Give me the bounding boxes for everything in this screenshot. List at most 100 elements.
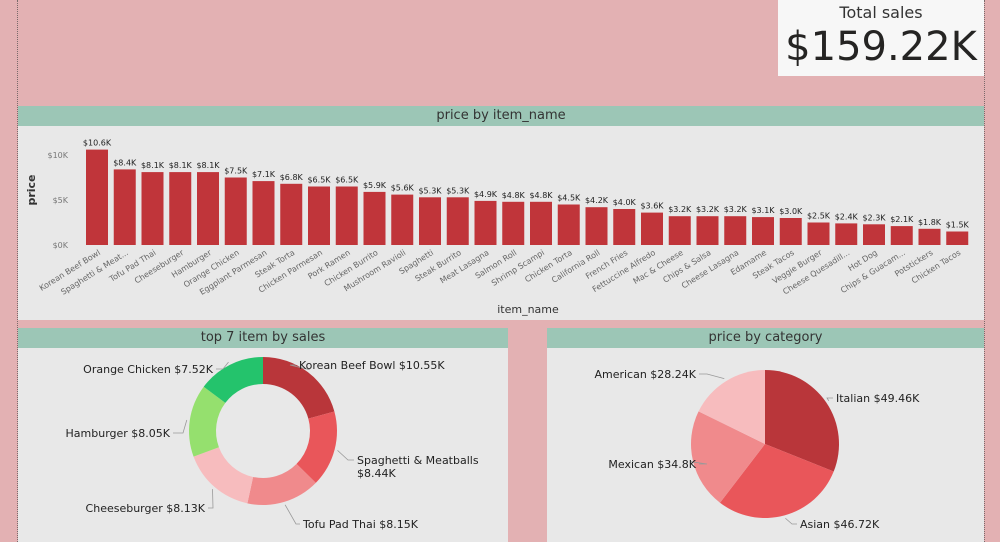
bar-chart[interactable]: price item_name $0K $5K $10K $10.6KKorean … bbox=[18, 106, 984, 320]
bar[interactable] bbox=[585, 207, 608, 245]
bar[interactable] bbox=[502, 201, 525, 245]
bar-value-label: $6.5K bbox=[307, 176, 331, 185]
bar[interactable] bbox=[308, 186, 330, 246]
bar[interactable] bbox=[363, 191, 386, 245]
pie-slice[interactable] bbox=[189, 386, 226, 457]
pie-slice[interactable] bbox=[296, 411, 338, 483]
pie-slice[interactable] bbox=[263, 357, 335, 419]
bar[interactable] bbox=[918, 228, 941, 245]
y-tick-label: $0K bbox=[53, 241, 69, 250]
bar[interactable] bbox=[724, 216, 747, 245]
bar[interactable] bbox=[668, 216, 691, 245]
bar[interactable] bbox=[613, 209, 636, 245]
x-tick-label: Chicken Tacos bbox=[910, 248, 962, 285]
pie-chart-title: price by category bbox=[547, 328, 984, 348]
leader-line bbox=[173, 419, 188, 434]
bar-value-label: $2.5K bbox=[807, 212, 831, 221]
bar[interactable] bbox=[280, 183, 303, 245]
bar[interactable] bbox=[113, 169, 136, 245]
y-axis-ticks: $0K $5K $10K bbox=[47, 151, 68, 250]
bar[interactable] bbox=[86, 149, 108, 245]
slice-label: Tofu Pad Thai $8.15K bbox=[302, 518, 419, 531]
bar-value-label: $3.0K bbox=[779, 207, 803, 216]
bar[interactable] bbox=[779, 218, 802, 245]
bar-value-label: $7.1K bbox=[252, 170, 276, 179]
bar[interactable] bbox=[224, 177, 247, 246]
bar[interactable] bbox=[835, 223, 858, 245]
bar[interactable] bbox=[474, 200, 497, 245]
slice-label: American $28.24K bbox=[594, 368, 696, 381]
y-tick-label: $5K bbox=[53, 196, 69, 205]
bar-value-label: $3.2K bbox=[724, 205, 748, 214]
pie-slice[interactable] bbox=[765, 370, 839, 472]
pie-chart[interactable]: Italian $49.46K Asian $46.72K Mexican $34.… bbox=[547, 328, 984, 542]
left-guide-line bbox=[17, 0, 18, 542]
bar[interactable] bbox=[141, 172, 164, 245]
pie-slice[interactable] bbox=[247, 463, 316, 505]
leader-line bbox=[689, 461, 708, 465]
slice-label: $8.44K bbox=[357, 467, 396, 480]
bar[interactable] bbox=[890, 226, 913, 245]
bar[interactable] bbox=[946, 231, 969, 246]
pie-chart-panel[interactable]: price by category Italian $49.46K Asian $… bbox=[547, 328, 984, 542]
pie-slice[interactable] bbox=[193, 447, 254, 504]
slice-label: Cheeseburger $8.13K bbox=[86, 502, 206, 515]
bar-value-label: $7.5K bbox=[224, 167, 248, 176]
x-axis-title: item_name bbox=[497, 303, 559, 316]
bar[interactable] bbox=[419, 197, 441, 245]
slice-label: Mexican $34.8K bbox=[608, 458, 696, 471]
bar-value-label: $4.8K bbox=[529, 191, 553, 200]
bar-value-label: $4.2K bbox=[585, 196, 609, 205]
bar[interactable] bbox=[752, 217, 774, 245]
bar[interactable] bbox=[641, 212, 663, 245]
leader-line bbox=[785, 517, 797, 525]
bar-value-label: $8.1K bbox=[196, 161, 220, 170]
total-sales-card[interactable]: Total sales $159.22K bbox=[778, 0, 984, 76]
bar-value-label: $2.3K bbox=[862, 213, 886, 222]
bar[interactable] bbox=[197, 172, 219, 245]
bar-value-label: $5.3K bbox=[418, 186, 442, 195]
bar-value-label: $3.2K bbox=[668, 205, 692, 214]
y-axis-title: price bbox=[25, 174, 38, 205]
donut-chart[interactable]: Korean Beef Bowl $10.55K Spaghetti & Meat… bbox=[18, 328, 508, 542]
bar[interactable] bbox=[557, 204, 580, 246]
bar[interactable] bbox=[252, 181, 275, 245]
bar[interactable] bbox=[169, 172, 192, 245]
bar[interactable] bbox=[530, 201, 552, 245]
bar-value-label: $8.1K bbox=[141, 161, 165, 170]
bar-value-label: $4.5K bbox=[557, 194, 581, 203]
slice-label: Orange Chicken $7.52K bbox=[83, 363, 214, 376]
bar[interactable] bbox=[696, 216, 719, 245]
pie-slice[interactable] bbox=[719, 444, 834, 518]
bar[interactable] bbox=[807, 222, 830, 246]
bar-value-label: $2.4K bbox=[835, 212, 859, 221]
bar[interactable] bbox=[335, 186, 358, 246]
donut-chart-title: top 7 item by sales bbox=[18, 328, 508, 348]
pie-slice[interactable] bbox=[203, 357, 263, 403]
bar-value-label: $6.5K bbox=[335, 176, 359, 185]
bar-value-label: $4.8K bbox=[502, 191, 526, 200]
slice-label: Hamburger $8.05K bbox=[66, 427, 171, 440]
bar-value-label: $3.2K bbox=[696, 205, 720, 214]
pie-slice[interactable] bbox=[691, 411, 765, 503]
leader-line bbox=[826, 397, 833, 402]
bar-value-label: $2.1K bbox=[890, 215, 914, 224]
leader-line bbox=[284, 504, 300, 525]
slice-label: Korean Beef Bowl $10.55K bbox=[299, 359, 445, 372]
donut-chart-panel[interactable]: top 7 item by sales Korean Beef Bowl $10… bbox=[18, 328, 508, 542]
total-sales-label: Total sales bbox=[839, 3, 923, 22]
bar[interactable] bbox=[391, 194, 414, 245]
bar-value-label: $3.6K bbox=[640, 202, 664, 211]
bar-value-label: $5.3K bbox=[446, 186, 470, 195]
bar-value-label: $5.6K bbox=[391, 184, 415, 193]
bar-value-label: $1.5K bbox=[946, 221, 970, 230]
bar-chart-panel[interactable]: price by item_name price item_name $0K $5… bbox=[18, 106, 984, 320]
bar[interactable] bbox=[446, 197, 469, 245]
leader-line bbox=[208, 489, 214, 509]
bar[interactable] bbox=[863, 224, 885, 245]
pie-slice[interactable] bbox=[698, 370, 765, 444]
leader-line bbox=[337, 450, 354, 461]
y-tick-label: $10K bbox=[47, 151, 68, 160]
right-guide-line bbox=[984, 0, 985, 542]
